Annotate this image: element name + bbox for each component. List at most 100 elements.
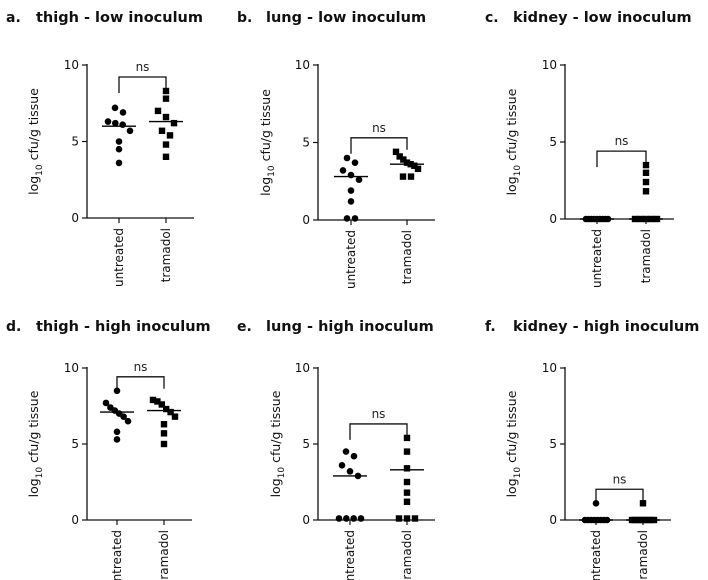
data-point-circle [113, 387, 121, 395]
data-point-circle [350, 452, 358, 460]
data-point-square [170, 119, 178, 127]
significance-label: ns [134, 360, 148, 374]
data-point-square [149, 396, 157, 404]
data-point-square [403, 478, 411, 486]
significance-label: ns [372, 407, 386, 421]
data-point-circle [115, 159, 123, 167]
panel-title: lung - high inoculum [266, 319, 434, 335]
x-category-label: untreated [343, 530, 357, 580]
data-point-circle [120, 413, 127, 420]
data-point-square [403, 448, 411, 455]
y-axis-label-log: log [26, 176, 41, 195]
data-point-square [403, 465, 411, 472]
x-category-label: tramadol [639, 229, 653, 283]
y-tick-label: 10 [295, 361, 310, 375]
data-point-square [403, 434, 411, 442]
data-point-circle [119, 121, 126, 128]
data-point-square [642, 188, 650, 195]
data-point-square [160, 440, 168, 448]
data-point-square [639, 500, 647, 507]
data-point-square [403, 515, 411, 522]
data-point-square [399, 173, 407, 180]
panel-title: thigh - high inoculum [36, 319, 211, 335]
y-tick-label: 10 [542, 361, 557, 375]
data-point-circle [102, 399, 110, 407]
y-tick-label: 0 [549, 513, 557, 527]
data-point-square [163, 405, 170, 413]
x-category-label: untreated [590, 229, 604, 288]
x-category-label: untreated [589, 530, 603, 580]
panel-letter: e. [237, 319, 252, 335]
x-category-label: tramadol [400, 230, 414, 284]
y-axis-label-unit: cfu/g tissue [504, 390, 519, 467]
y-axis-label-unit: cfu/g tissue [268, 390, 283, 467]
panel-letter: f. [485, 319, 496, 335]
data-point-square [414, 165, 422, 173]
panel-letter: d. [6, 319, 21, 335]
panel-title: kidney - low inoculum [513, 10, 692, 26]
data-point-square [396, 153, 403, 160]
y-axis-label-unit: cfu/g tissue [26, 390, 41, 467]
data-point-square [403, 489, 411, 496]
significance-label: ns [613, 472, 627, 486]
x-category-label: tramadol [400, 530, 414, 580]
x-category-label: tramadol [636, 530, 650, 580]
data-point-square [158, 401, 165, 408]
data-point-square [160, 430, 168, 437]
y-tick-label: 5 [302, 437, 310, 451]
y-axis-label: log10 cfu/g tissue [504, 88, 523, 195]
significance-label: ns [372, 121, 386, 135]
data-point-square [407, 173, 415, 180]
data-point-circle [347, 187, 355, 194]
data-point-square [403, 498, 411, 505]
significance-bracket [349, 423, 408, 440]
y-axis-label-log: log [504, 176, 519, 195]
data-point-circle [592, 499, 600, 507]
data-point-circle [115, 145, 123, 153]
y-axis-label: log10 cfu/g tissue [26, 88, 45, 195]
y-tick-label: 0 [302, 213, 310, 227]
data-point-square [160, 421, 168, 428]
y-axis-label-log: log [26, 478, 41, 497]
x-category-label: tramadol [157, 530, 171, 580]
data-point-circle [343, 215, 351, 222]
significance-label: ns [136, 60, 150, 74]
data-point-circle [338, 461, 346, 469]
data-point-square [171, 413, 179, 420]
significance-bracket [118, 76, 167, 94]
y-tick-label: 0 [71, 211, 79, 225]
y-tick-label: 0 [71, 513, 79, 527]
y-axis-label: log10 cfu/g tissue [258, 89, 277, 196]
y-axis-label-unit: cfu/g tissue [26, 88, 41, 165]
data-point-square [166, 132, 174, 139]
data-point-circle [113, 436, 121, 443]
significance-label: ns [615, 134, 629, 148]
data-point-circle [350, 515, 357, 522]
y-axis-label-log: log [268, 478, 283, 497]
data-point-circle [351, 215, 359, 222]
y-tick-label: 10 [542, 58, 557, 72]
data-point-square [167, 408, 174, 416]
data-point-square [400, 156, 407, 163]
data-point-square [162, 153, 170, 160]
data-point-square [642, 169, 650, 176]
data-point-circle [343, 515, 350, 522]
y-tick-label: 0 [549, 212, 557, 226]
data-point-circle [126, 127, 134, 135]
x-category-label: tramadol [159, 228, 173, 282]
y-tick-label: 5 [71, 437, 79, 451]
panel-letter: b. [237, 10, 252, 26]
data-point-circle [124, 417, 132, 425]
data-point-circle [357, 515, 365, 522]
y-axis-label-subscript: 10 [35, 467, 45, 479]
panel-letter: a. [6, 10, 21, 26]
y-tick-label: 10 [64, 361, 79, 375]
y-axis-label-log: log [258, 177, 273, 196]
data-point-square [162, 87, 170, 95]
y-tick-label: 5 [549, 437, 557, 451]
y-axis-label-subscript: 10 [267, 165, 277, 177]
y-axis-label-subscript: 10 [35, 164, 45, 176]
